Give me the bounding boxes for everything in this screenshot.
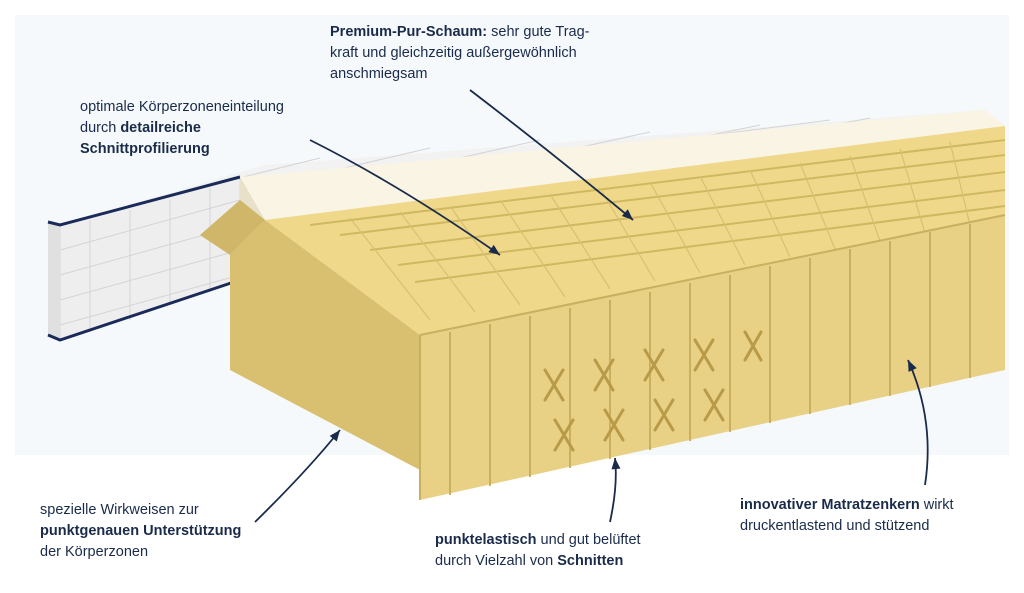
label-premium-pur-schaum: Premium-Pur-Schaum: sehr gute Trag-kraft…	[330, 22, 589, 85]
label-koerperzoneneinteilung: optimale Körperzoneneinteilungdurch deta…	[80, 97, 284, 160]
cover-left-end	[48, 222, 60, 340]
label-matratzenkern: innovativer Matratzenkern wirktdruckentl…	[740, 495, 954, 537]
label-punktgenaue-unterstuetzung: spezielle Wirkweisen zurpunktgenauen Unt…	[40, 500, 241, 563]
label-punktelastisch: punktelastisch und gut belüftetdurch Vie…	[435, 530, 641, 572]
